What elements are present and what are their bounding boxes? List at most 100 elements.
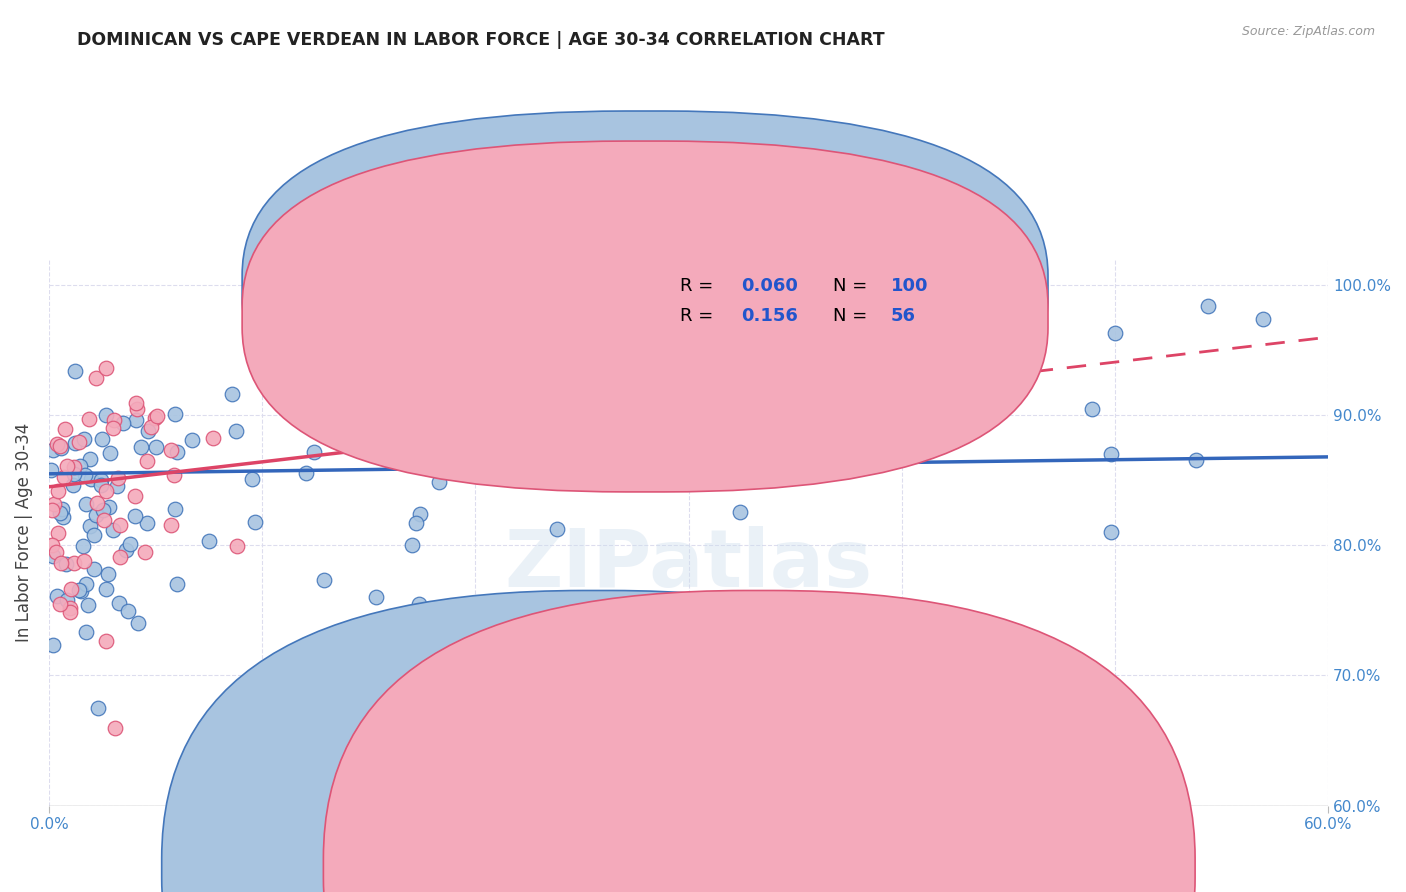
Point (62, 459, 84, 474)
Point (225, 424, 247, 438)
Point (166, 577, 188, 591)
Point (110, 518, 132, 533)
Point (39, 463, 62, 477)
Point (62, 556, 84, 570)
Point (742, 464, 765, 478)
Point (506, 271, 529, 285)
Point (145, 410, 167, 425)
Point (1099, 525, 1122, 540)
Point (55, 557, 77, 571)
Point (49, 438, 72, 452)
Point (94, 360, 117, 375)
Point (96, 484, 118, 499)
Text: ZIPatlas: ZIPatlas (505, 526, 873, 604)
Point (596, 450, 619, 464)
Point (90, 473, 112, 487)
Point (125, 395, 148, 409)
Point (136, 516, 159, 531)
Point (117, 604, 139, 618)
Point (56, 458, 79, 473)
Text: Cape Verdeans: Cape Verdeans (778, 860, 893, 874)
Point (96, 408, 118, 422)
Point (145, 440, 167, 454)
Point (325, 342, 347, 356)
Point (67, 435, 90, 450)
Y-axis label: In Labor Force | Age 30-34: In Labor Force | Age 30-34 (15, 423, 32, 642)
Point (1080, 402, 1102, 417)
Point (363, 380, 385, 394)
Point (221, 387, 243, 401)
Point (405, 516, 427, 530)
Point (91, 432, 114, 446)
Point (73, 468, 96, 483)
Point (240, 471, 263, 485)
Point (360, 430, 382, 444)
Point (111, 416, 134, 430)
Point (70, 583, 93, 598)
Point (46, 484, 69, 499)
Point (51, 502, 73, 516)
Point (49, 556, 72, 570)
Point (1101, 447, 1123, 461)
Point (48, 597, 70, 611)
Point (808, 424, 831, 438)
Point (42, 549, 65, 563)
Point (45, 544, 67, 558)
Point (79, 412, 101, 426)
Point (136, 454, 159, 468)
Point (304, 445, 326, 459)
Point (245, 515, 267, 529)
Point (59, 605, 82, 619)
Point (1197, 299, 1219, 313)
Point (79, 452, 101, 467)
Point (75, 624, 97, 639)
Point (98, 445, 121, 459)
Point (60, 582, 83, 597)
Point (197, 534, 219, 549)
Point (134, 545, 156, 559)
Text: R =: R = (679, 277, 718, 295)
Point (97, 500, 120, 514)
Point (96, 634, 118, 648)
Point (107, 478, 129, 492)
Point (308, 424, 330, 438)
Point (457, 421, 479, 435)
Point (56, 592, 79, 607)
Point (51, 441, 73, 455)
Point (427, 475, 450, 489)
Point (83, 561, 105, 575)
Point (163, 468, 186, 483)
Point (180, 433, 202, 447)
Point (42, 443, 65, 458)
Point (408, 507, 430, 521)
Text: N =: N = (834, 277, 873, 295)
Point (1251, 311, 1274, 326)
Text: Dominicans: Dominicans (616, 860, 706, 874)
Point (103, 523, 125, 537)
Point (571, 409, 593, 423)
Point (124, 489, 146, 503)
Point (75, 576, 97, 591)
Point (163, 502, 186, 516)
Point (103, 413, 125, 427)
Point (456, 350, 478, 364)
Point (45, 436, 67, 450)
Text: Source: ZipAtlas.com: Source: ZipAtlas.com (1241, 25, 1375, 38)
Point (86, 508, 108, 523)
Point (72, 432, 94, 446)
Point (108, 596, 131, 610)
Point (460, 389, 482, 403)
Point (41, 503, 63, 517)
Point (62, 467, 84, 482)
Point (225, 539, 247, 553)
Point (41, 638, 63, 652)
Point (41, 537, 63, 551)
Point (125, 413, 148, 427)
Point (108, 550, 131, 565)
Point (160, 442, 183, 457)
Point (335, 393, 357, 408)
Point (107, 471, 129, 485)
Point (125, 401, 148, 416)
Point (52, 469, 75, 483)
Point (69, 458, 91, 473)
